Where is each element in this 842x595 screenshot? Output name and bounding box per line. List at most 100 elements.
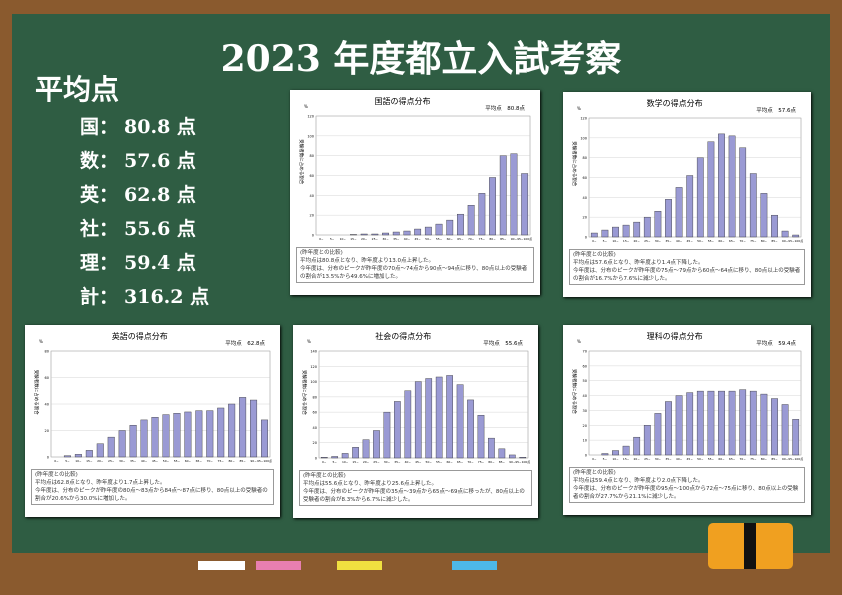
chalk	[452, 561, 497, 570]
x-tick-label: 90~	[782, 457, 789, 461]
x-tick-label: 45~	[687, 239, 694, 243]
average-row: 社： 55.6 点	[80, 214, 196, 241]
note-line: 平均点は55.6点となり、昨年度より25.6点上昇した。	[303, 481, 437, 487]
bar	[228, 403, 236, 458]
bar	[414, 381, 422, 459]
bar	[206, 410, 214, 458]
y-tick-label: 70	[583, 350, 587, 354]
bar	[675, 187, 683, 238]
x-tick-label: 65~	[457, 460, 464, 464]
x-tick-label: 25~	[644, 239, 651, 243]
note-line: 平均点は59.4点となり、昨年度より2.0点下降した。	[573, 478, 704, 484]
x-tick-label: 60~	[447, 237, 454, 241]
bar	[341, 453, 349, 459]
x-tick-label: 30~	[119, 459, 126, 463]
bar	[382, 232, 389, 236]
bar	[590, 232, 598, 238]
x-tick-label: 80~	[761, 239, 768, 243]
x-tick-label: 35~	[665, 239, 672, 243]
score: 316.2 点	[124, 286, 210, 308]
y-axis-label: 受験者数に占める割合	[298, 139, 305, 184]
bar	[488, 437, 495, 459]
bar	[760, 193, 768, 238]
x-tick-label: 90~	[250, 459, 257, 463]
x-tick-label: 65~	[457, 237, 464, 241]
bar	[781, 404, 789, 456]
x-tick-label: 25~	[108, 459, 115, 463]
chart-panel: 数学の得点分布 平均点 57.6点% 受験者数に占める割合 0 20 40 60 80 100 1…	[563, 92, 811, 297]
bar	[404, 390, 412, 459]
bar	[446, 375, 453, 459]
x-tick-label: 25~	[373, 460, 380, 464]
y-tick-label: 20	[313, 441, 317, 445]
x-tick-label: 5~	[332, 460, 337, 464]
bar	[435, 223, 443, 236]
x-tick-label: 15~	[623, 457, 630, 461]
x-tick-label: 50~	[697, 457, 704, 461]
bar	[362, 439, 370, 459]
x-tick-label: 20~	[361, 237, 368, 241]
x-tick-label: 45~	[152, 459, 159, 463]
y-tick-label: 20	[45, 429, 49, 433]
x-tick-label: 10~	[612, 457, 619, 461]
bar	[446, 219, 454, 236]
x-tick-label: 15~	[86, 459, 93, 463]
comparison-note: (昨年度との比較) 平均点は59.4点となり、昨年度より2.0点下降した。 今年度は…	[569, 467, 805, 503]
bar	[686, 392, 694, 456]
x-tick-label: 35~	[665, 457, 672, 461]
y-tick-label: 0	[312, 234, 314, 238]
x-tick-label: 10~	[75, 459, 82, 463]
x-tick-label: 60~	[718, 457, 725, 461]
bar	[792, 419, 800, 456]
y-axis-label: 受験者数に占める割合	[571, 141, 578, 186]
x-tick-label: 0~	[319, 237, 324, 241]
x-tick-label: 5~	[603, 457, 608, 461]
average-row: 国： 80.8 点	[80, 112, 196, 139]
bar	[85, 450, 93, 458]
y-tick-label: 20	[310, 214, 314, 218]
note-line: 今年度は、分布のピークが昨年度の80点〜83点から84点〜87点に移り、80点以…	[35, 488, 268, 502]
x-tick-label: 20~	[634, 457, 641, 461]
eraser	[708, 523, 793, 569]
y-tick-label: 80	[583, 156, 587, 160]
bar	[394, 401, 401, 459]
x-tick-label: 0~	[54, 459, 59, 463]
x-tick-label: 30~	[655, 239, 662, 243]
x-tick-label: 50~	[425, 237, 432, 241]
bar	[696, 157, 704, 238]
x-tick-label: 50~	[697, 239, 704, 243]
x-tick-label: 75~	[218, 459, 225, 463]
bar	[184, 411, 192, 458]
bar	[331, 456, 339, 459]
bar	[521, 173, 529, 236]
bar	[424, 226, 432, 236]
y-tick-label: 20	[583, 424, 587, 428]
comparison-note: (昨年度との比較) 平均点は57.6点となり、昨年度より1.4点下降した。 今年度は…	[569, 249, 805, 285]
bar	[718, 133, 725, 238]
note-line: 今年度は、分布のピークが昨年度の75点〜79点から60点〜64点に移り、80点以…	[573, 268, 801, 282]
y-unit: %	[577, 339, 581, 344]
subject: 国：	[80, 116, 119, 138]
y-tick-label: 120	[580, 117, 587, 121]
subject: 社：	[80, 218, 119, 240]
x-tick-label: 75~	[478, 460, 485, 464]
chart-average: 平均点 80.8点	[485, 104, 525, 112]
bar	[622, 224, 630, 238]
x-tick-label: 25~	[644, 457, 651, 461]
note-line: (昨年度との比較)	[573, 470, 616, 476]
x-tick-label: 85~	[500, 237, 507, 241]
bar	[151, 417, 159, 458]
bar	[173, 413, 181, 458]
x-tick-label: 70~	[467, 460, 474, 464]
bar	[675, 395, 683, 456]
bar	[489, 177, 496, 236]
x-tick-label: 85~	[771, 239, 778, 243]
y-unit: %	[304, 104, 308, 109]
x-tick-label: 55~	[174, 459, 181, 463]
x-tick-label: 20~	[97, 459, 104, 463]
chart-average: 平均点 57.6点	[756, 106, 796, 114]
bar	[718, 390, 725, 456]
bar	[261, 419, 269, 458]
x-tick-label: 70~	[740, 239, 747, 243]
